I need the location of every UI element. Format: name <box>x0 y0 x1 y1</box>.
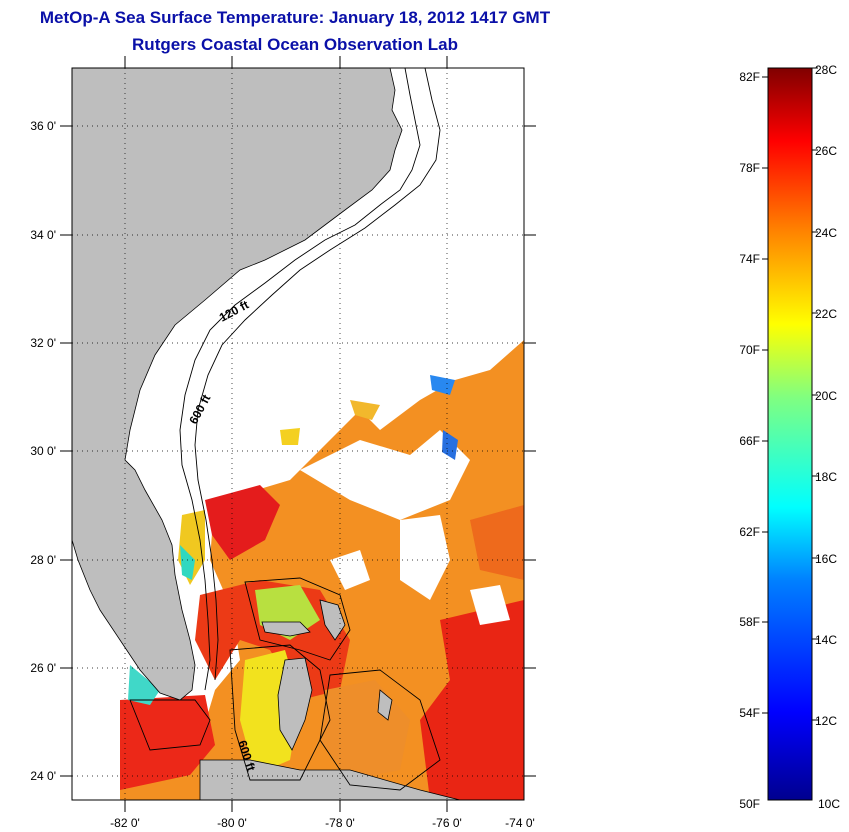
lon-label: -82 0' <box>110 816 140 830</box>
colorbar-f-label: 62F <box>739 525 760 539</box>
lat-label: 28 0' <box>30 553 56 567</box>
graticule <box>72 68 524 800</box>
colorbar-ticks <box>762 67 818 721</box>
lat-label: 26 0' <box>30 661 56 675</box>
lat-label: 34 0' <box>30 228 56 242</box>
colorbar-c-label: 14C <box>815 633 837 647</box>
colorbar-f-label: 70F <box>739 343 760 357</box>
colorbar-f-label: 66F <box>739 434 760 448</box>
colorbar-c-label: 28C <box>815 63 837 77</box>
island-cuba <box>199 759 461 800</box>
colorbar-f-label: 82F <box>739 70 760 84</box>
colorbar-f-label: 50F <box>739 797 760 811</box>
colorbar-f-label: 58F <box>739 615 760 629</box>
map-area: 120 ft 600 ft 600 ft <box>72 68 524 800</box>
colorbar-c-label: 10C <box>818 797 840 811</box>
lat-label: 24 0' <box>30 769 56 783</box>
map-title: MetOp-A Sea Surface Temperature: January… <box>39 8 551 27</box>
lat-label: 36 0' <box>30 119 56 133</box>
axis-ticks <box>60 56 536 812</box>
colorbar-c-label: 12C <box>815 714 837 728</box>
colorbar-f-label: 74F <box>739 252 760 266</box>
map-frame <box>71 67 525 801</box>
bathymetry-contours <box>129 68 441 791</box>
lon-label: -74 0' <box>505 816 535 830</box>
colorbar-c-label: 22C <box>815 307 837 321</box>
sst-data-layer <box>120 340 524 800</box>
island-abaco <box>319 599 346 641</box>
island-andros <box>277 657 313 751</box>
island-grand-bahama <box>261 621 311 637</box>
lon-label: -80 0' <box>217 816 247 830</box>
colorbar-c-label: 26C <box>815 144 837 158</box>
colorbar-c-label: 18C <box>815 470 837 484</box>
colorbar-c-label: 16C <box>815 552 837 566</box>
lat-label: 32 0' <box>30 336 56 350</box>
lon-label: -78 0' <box>325 816 355 830</box>
land-mask <box>72 68 403 701</box>
island-cat <box>377 689 393 721</box>
map-subtitle: Rutgers Coastal Ocean Observation Lab <box>132 35 458 54</box>
lat-label: 30 0' <box>30 444 56 458</box>
colorbar <box>767 67 813 801</box>
colorbar-f-label: 54F <box>739 706 760 720</box>
colorbar-c-label: 20C <box>815 389 837 403</box>
colorbar-c-label: 24C <box>815 226 837 240</box>
colorbar-f-label: 78F <box>739 161 760 175</box>
lon-label: -76 0' <box>432 816 462 830</box>
